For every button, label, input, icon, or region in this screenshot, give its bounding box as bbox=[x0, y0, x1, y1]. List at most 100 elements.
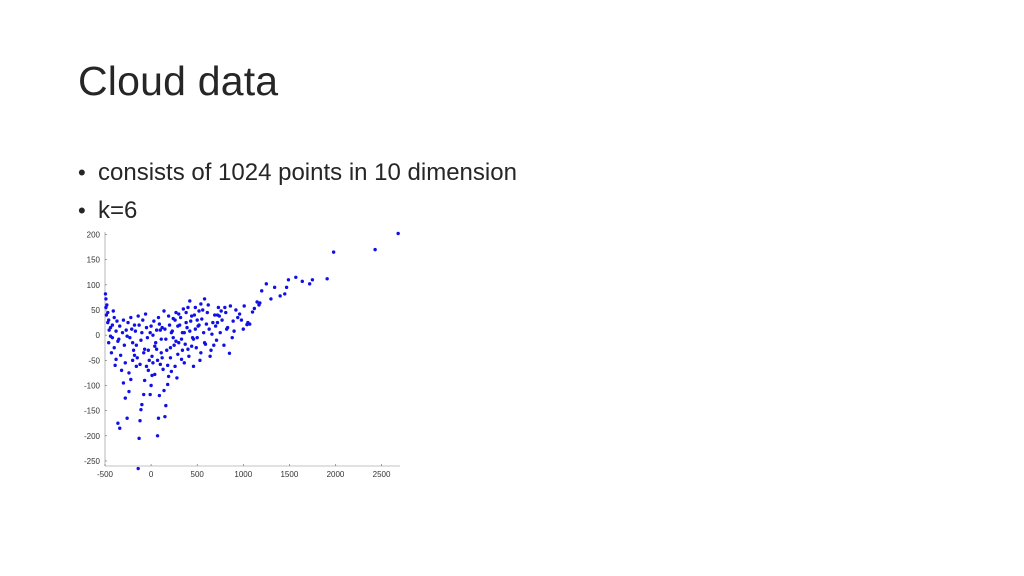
data-point bbox=[178, 315, 183, 320]
data-point bbox=[132, 353, 137, 357]
data-point bbox=[184, 320, 188, 325]
data-point bbox=[134, 343, 139, 347]
data-point bbox=[148, 330, 152, 335]
data-point bbox=[142, 378, 147, 383]
data-point bbox=[122, 343, 127, 347]
data-point bbox=[127, 389, 131, 394]
data-point bbox=[242, 304, 246, 308]
x-tick-label: 1000 bbox=[234, 470, 252, 479]
data-point bbox=[137, 436, 141, 441]
data-point bbox=[164, 337, 168, 341]
data-point bbox=[272, 285, 277, 290]
data-point bbox=[158, 362, 163, 367]
data-point bbox=[216, 305, 221, 310]
data-point bbox=[103, 292, 108, 296]
data-point bbox=[150, 373, 154, 378]
data-point bbox=[144, 325, 149, 330]
bullet-item: k=6 bbox=[78, 192, 517, 230]
y-tick-label: 50 bbox=[91, 306, 100, 315]
data-point bbox=[245, 322, 249, 327]
page-title: Cloud data bbox=[78, 58, 279, 104]
data-point bbox=[189, 319, 193, 323]
data-point bbox=[137, 323, 141, 327]
data-point bbox=[232, 329, 236, 333]
data-point bbox=[149, 324, 153, 328]
data-point bbox=[175, 376, 179, 380]
data-point bbox=[204, 322, 209, 326]
data-point bbox=[215, 313, 220, 317]
data-point bbox=[189, 314, 194, 318]
data-point bbox=[191, 364, 196, 369]
data-point bbox=[220, 318, 224, 322]
data-point bbox=[186, 305, 190, 310]
data-point bbox=[138, 362, 142, 367]
data-point bbox=[112, 346, 116, 350]
data-point bbox=[193, 305, 198, 310]
data-point bbox=[373, 247, 377, 252]
data-point bbox=[208, 354, 212, 358]
data-point bbox=[136, 314, 140, 318]
data-point bbox=[130, 327, 134, 331]
data-point bbox=[112, 315, 116, 320]
data-point bbox=[140, 402, 144, 407]
data-point bbox=[139, 407, 143, 412]
data-point bbox=[177, 323, 182, 327]
data-point bbox=[142, 347, 147, 351]
data-point bbox=[209, 348, 213, 352]
data-point bbox=[126, 320, 130, 325]
data-point bbox=[109, 351, 114, 355]
data-point bbox=[147, 358, 151, 363]
y-tick-label: 200 bbox=[87, 231, 101, 240]
data-point bbox=[139, 338, 143, 342]
data-point bbox=[174, 339, 178, 343]
data-point bbox=[227, 351, 232, 355]
y-tick-label: -50 bbox=[88, 356, 100, 365]
data-point bbox=[123, 361, 127, 365]
data-point bbox=[151, 361, 155, 365]
data-point bbox=[186, 347, 190, 351]
data-point bbox=[146, 348, 151, 352]
data-point bbox=[255, 300, 259, 304]
data-point bbox=[121, 318, 126, 322]
data-point bbox=[144, 364, 149, 369]
data-point bbox=[145, 335, 150, 340]
data-point bbox=[234, 308, 238, 312]
bullet-item: consists of 1024 points in 10 dimension bbox=[78, 154, 517, 192]
data-point bbox=[190, 335, 195, 340]
data-point bbox=[143, 312, 148, 316]
data-point bbox=[213, 313, 217, 317]
data-point bbox=[193, 327, 198, 331]
data-point bbox=[199, 302, 203, 306]
data-point bbox=[160, 356, 164, 360]
data-point bbox=[173, 364, 177, 369]
data-point bbox=[121, 381, 126, 385]
data-point bbox=[171, 335, 175, 340]
data-point bbox=[142, 351, 146, 355]
data-point bbox=[106, 310, 110, 315]
data-point bbox=[113, 363, 117, 368]
data-point bbox=[214, 338, 219, 342]
data-point bbox=[286, 278, 291, 282]
data-point bbox=[165, 382, 170, 387]
data-point bbox=[260, 289, 264, 293]
data-point bbox=[174, 310, 178, 315]
y-tick-label: -200 bbox=[84, 432, 101, 441]
data-point bbox=[194, 346, 198, 350]
data-point bbox=[257, 303, 261, 307]
data-point bbox=[307, 282, 312, 286]
data-point bbox=[118, 353, 123, 357]
data-point bbox=[130, 341, 135, 345]
data-point bbox=[310, 278, 315, 282]
data-point bbox=[135, 356, 139, 360]
x-tick-label: 1500 bbox=[280, 470, 298, 479]
data-point bbox=[202, 297, 207, 301]
data-point bbox=[198, 358, 202, 363]
data-point bbox=[218, 330, 222, 335]
y-tick-label: 150 bbox=[87, 256, 101, 265]
y-tick-label: -150 bbox=[84, 407, 101, 416]
y-tick-label: -100 bbox=[84, 381, 101, 390]
data-point bbox=[156, 416, 161, 420]
data-point bbox=[177, 312, 181, 316]
data-point bbox=[212, 343, 216, 347]
y-tick-label: 100 bbox=[87, 281, 101, 290]
